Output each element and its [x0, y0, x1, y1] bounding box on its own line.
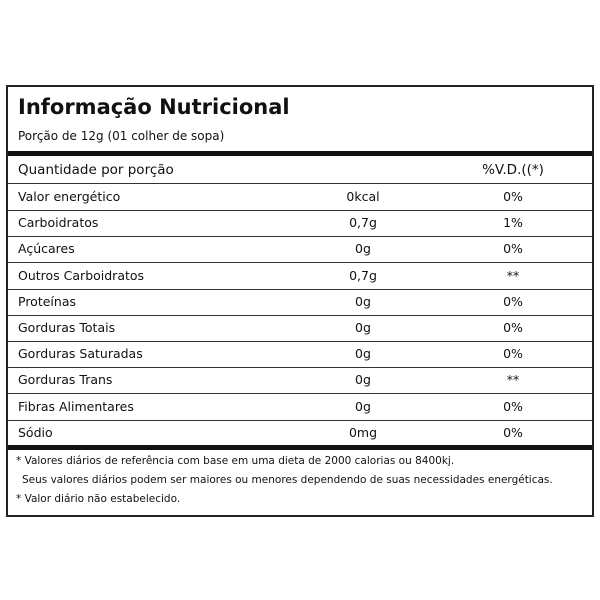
- daily-value: 1%: [503, 215, 523, 231]
- nutrient: Carboidratos: [18, 215, 99, 231]
- table-row: Gorduras Saturadas 0g 0%: [8, 341, 592, 369]
- amount: 0kcal: [346, 189, 380, 204]
- daily-value: 0%: [503, 241, 523, 257]
- serving: Porção de 12g (01 colher de sopa): [18, 129, 225, 143]
- nutrient: Valor energético: [18, 189, 121, 204]
- divider: [8, 151, 592, 156]
- nutrient: Gorduras Totais: [18, 320, 116, 335]
- amount: 0g: [355, 293, 371, 309]
- divider: [8, 445, 592, 450]
- daily-value: **: [506, 372, 520, 388]
- daily-value: 0%: [503, 398, 523, 414]
- column-header: %V.D.((*): [482, 162, 544, 178]
- amount: 0g: [355, 372, 371, 388]
- nutrient: Outros Carboidratos: [18, 267, 145, 283]
- header-row: Quantidade por porção %V.D.((*): [8, 157, 592, 184]
- footnote: * Valores diários de referência com base…: [16, 455, 455, 467]
- column-header: Quantidade por porção: [18, 162, 174, 178]
- daily-value: 0%: [503, 189, 523, 204]
- nutrient: Sódio: [18, 424, 53, 440]
- nutrient: Açúcares: [18, 241, 75, 257]
- daily-value: 0%: [503, 346, 523, 362]
- nutrition-label: Informação Nutricional Porção de 12g (01…: [6, 85, 594, 517]
- daily-value: 0%: [503, 424, 523, 440]
- nutrient: Proteínas: [18, 293, 76, 309]
- amount: 0g: [355, 320, 371, 335]
- table-row: Sódio 0mg 0%: [8, 420, 592, 446]
- table-row: Proteínas 0g 0%: [8, 289, 592, 316]
- table-row: Gorduras Trans 0g **: [8, 367, 592, 395]
- nutrient: Gorduras Trans: [18, 372, 113, 388]
- table-row: Carboidratos 0,7g 1%: [8, 210, 592, 238]
- amount: 0g: [355, 398, 371, 414]
- table-row: Açúcares 0g 0%: [8, 236, 592, 264]
- nutrient: Gorduras Saturadas: [18, 346, 143, 362]
- table-row: Outros Carboidratos 0,7g **: [8, 263, 592, 290]
- nutrient: Fibras Alimentares: [18, 398, 134, 414]
- daily-value: 0%: [503, 320, 523, 335]
- daily-value: 0%: [503, 293, 523, 309]
- footnote: * Valor diário não estabelecido.: [16, 493, 181, 505]
- amount: 0,7g: [349, 267, 377, 283]
- table-row: Gorduras Totais 0g 0%: [8, 315, 592, 342]
- daily-value: **: [506, 267, 520, 283]
- footnote: Seus valores diários podem ser maiores o…: [22, 474, 553, 486]
- title: Informação Nutricional: [18, 95, 290, 119]
- amount: 0mg: [348, 424, 378, 440]
- amount: 0g: [355, 346, 371, 362]
- table-row: Fibras Alimentares 0g 0%: [8, 394, 592, 421]
- amount: 0,7g: [349, 215, 377, 231]
- amount: 0g: [355, 241, 371, 257]
- table-row: Valor energético 0kcal 0%: [8, 184, 592, 211]
